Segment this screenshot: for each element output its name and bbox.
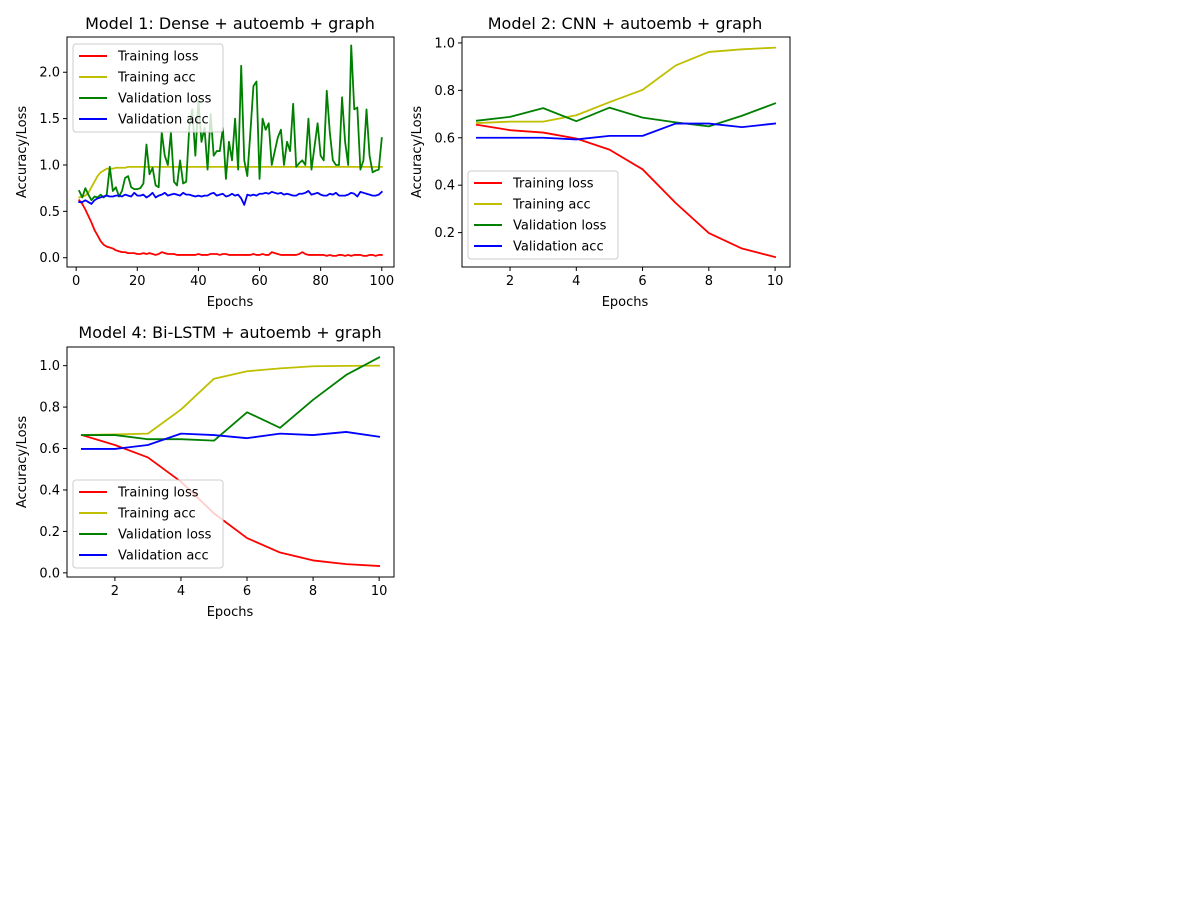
x-tick-label: 2 [506, 274, 514, 289]
x-tick-label: 6 [243, 584, 251, 599]
plot-area: 2 4 6 8 10 0.2 0.4 0.6 0.8 1.0 [434, 36, 791, 289]
y-tick-label: 0.2 [39, 525, 60, 540]
legend: Training loss Training acc Validation lo… [72, 479, 224, 569]
chart-panel-model-2: Model 2: CNN + autoemb + graph Epochs Ac… [410, 14, 791, 310]
y-axis-label: Accuracy/Loss [15, 416, 30, 508]
y-tick-label: 0.8 [39, 401, 60, 416]
chart-title: Model 4: Bi-LSTM + autoemb + graph [78, 323, 381, 342]
legend-box [467, 170, 619, 260]
y-tick-label: 0.6 [434, 131, 455, 146]
y-tick-label: 1.0 [434, 36, 455, 51]
series-line-validation-acc [476, 122, 777, 141]
x-tick-label: 2 [111, 584, 119, 599]
legend-label-training-loss: Training loss [117, 50, 199, 65]
y-tick-label: 1.0 [39, 158, 60, 173]
y-tick-label: 0.5 [39, 205, 60, 220]
x-tick-label: 20 [129, 274, 146, 289]
series-line-validation-acc [78, 190, 384, 206]
x-tick-label: 80 [312, 274, 329, 289]
legend: Training loss Training acc Validation lo… [72, 43, 224, 133]
x-tick-label: 40 [190, 274, 207, 289]
y-tick-label: 0.8 [434, 84, 455, 99]
series-line-training-acc [80, 364, 381, 436]
y-axis-label: Accuracy/Loss [410, 106, 425, 198]
series-line-training-acc [475, 46, 777, 125]
legend-label-training-acc: Training acc [117, 71, 196, 86]
x-axis-label: Epochs [207, 295, 254, 310]
chart-title: Model 2: CNN + autoemb + graph [488, 14, 762, 33]
legend-label-validation-loss: Validation loss [513, 219, 607, 234]
series-line-validation-acc [80, 431, 381, 450]
legend-label-validation-acc: Validation acc [513, 240, 604, 255]
x-tick-label: 100 [369, 274, 394, 289]
x-tick-label: 8 [705, 274, 713, 289]
y-tick-label: 2.0 [39, 66, 60, 81]
legend-label-validation-acc: Validation acc [118, 549, 209, 564]
x-axis-label: Epochs [602, 295, 649, 310]
x-tick-label: 6 [638, 274, 646, 289]
y-tick-label: 0.2 [434, 226, 455, 241]
plot-area: 2 4 6 8 10 0.0 0.2 0.4 0.6 0.8 1.0 [39, 346, 395, 599]
legend-label-validation-loss: Validation loss [118, 528, 212, 543]
x-axis-label: Epochs [207, 605, 254, 620]
x-tick-label: 0 [72, 274, 80, 289]
legend-label-training-loss: Training loss [512, 177, 594, 192]
legend-box [72, 479, 224, 569]
plot-area: 0 20 40 60 80 100 0.0 0.5 1.0 1.5 2.0 [39, 36, 395, 289]
legend: Training loss Training acc Validation lo… [467, 170, 619, 260]
series-line-validation-loss [80, 356, 381, 442]
series-line-validation-loss [78, 44, 383, 202]
series-line-training-acc [78, 165, 383, 199]
series-line-training-loss [475, 123, 777, 259]
legend-label-validation-acc: Validation acc [118, 113, 209, 128]
chart-panel-model-4: Model 4: Bi-LSTM + autoemb + graph Epoch… [15, 323, 395, 620]
y-tick-label: 1.0 [39, 359, 60, 374]
x-tick-label: 10 [767, 274, 784, 289]
legend-box [72, 43, 224, 133]
y-tick-label: 0.6 [39, 442, 60, 457]
series-line-training-loss [80, 433, 381, 567]
y-tick-label: 0.4 [39, 483, 60, 498]
series-line-validation-loss [475, 102, 777, 128]
legend-label-validation-loss: Validation loss [118, 92, 212, 107]
y-tick-label: 0.0 [39, 566, 60, 581]
y-axis-label: Accuracy/Loss [15, 106, 30, 198]
legend-label-training-acc: Training acc [512, 198, 591, 213]
x-tick-label: 60 [251, 274, 268, 289]
axes-frame [66, 36, 395, 268]
y-tick-label: 0.0 [39, 251, 60, 266]
y-tick-label: 0.4 [434, 179, 455, 194]
chart-panel-model-1: Model 1: Dense + autoemb + graph Epochs … [15, 14, 395, 310]
y-tick-label: 1.5 [39, 112, 60, 127]
series-line-training-loss [77, 198, 383, 257]
x-tick-label: 4 [177, 584, 185, 599]
x-tick-label: 8 [309, 584, 317, 599]
chart-title: Model 1: Dense + autoemb + graph [85, 14, 375, 33]
legend-label-training-acc: Training acc [117, 507, 196, 522]
legend-label-training-loss: Training loss [117, 486, 199, 501]
x-tick-label: 4 [572, 274, 580, 289]
axes-frame [66, 346, 395, 578]
x-tick-label: 10 [371, 584, 388, 599]
axes-frame [461, 36, 791, 268]
